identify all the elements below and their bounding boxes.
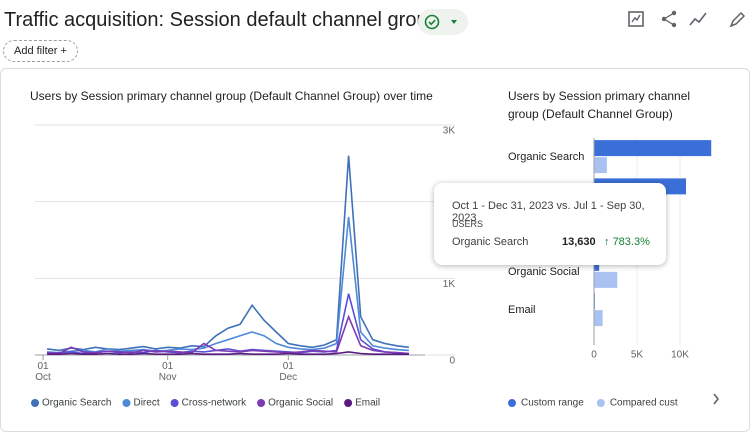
bar (594, 271, 618, 288)
legend-label: Organic Social (268, 398, 333, 409)
legend-label: Email (355, 398, 380, 409)
chart-title-line: group (Default Channel Group) (508, 107, 673, 121)
series-line (47, 293, 409, 355)
y-tick-label: 0 (449, 356, 455, 367)
chart-title: Users by Session primary channel group (… (30, 89, 433, 103)
toolbar-icons[interactable] (620, 4, 750, 34)
tooltip: Oct 1 - Dec 31, 2023 vs. Jul 1 - Sep 30,… (434, 183, 666, 265)
legend-next[interactable] (713, 393, 720, 405)
legend-label: Cross-network (182, 398, 247, 409)
x-tick-label: 5K (631, 350, 644, 361)
legend-dot (344, 399, 353, 407)
legend-dot (122, 399, 131, 407)
chart-title-line: Users by Session primary channel (508, 89, 690, 103)
legend-dot (31, 399, 39, 407)
page-title: Traffic acquisition: Session default cha… (4, 9, 439, 31)
legend-label: Organic Search (42, 398, 111, 409)
x-tick-label: 0 (591, 350, 597, 361)
legend-label: Direct (133, 398, 159, 409)
series-line (47, 155, 409, 352)
y-tick-label: 3K (443, 126, 456, 137)
tooltip-range: Oct 1 - Dec 31, 2023 vs. Jul 1 - Sep 30,… (452, 200, 645, 224)
chart-title: Users by Session primary channel group (D… (508, 89, 690, 121)
legend-dot (508, 399, 516, 407)
bar (594, 310, 603, 327)
status-chip[interactable] (418, 9, 468, 35)
x-tick-label-box: 01 Dec (279, 361, 298, 383)
add-filter-label: Add filter (14, 45, 58, 57)
category-label: Email (508, 304, 536, 316)
legend-dot (257, 399, 266, 407)
legend-dot (170, 399, 179, 407)
category-label: Organic Search (508, 151, 584, 163)
x-tick-label: 01 Nov (158, 361, 177, 383)
x-tick-label-box: 01 Nov (158, 361, 177, 383)
x-tick-label: 01 Dec (279, 361, 298, 383)
chip-icons (424, 14, 457, 30)
bar (594, 157, 607, 174)
series-line (47, 314, 409, 355)
legend-label: Compared cust (610, 398, 678, 409)
add-filter-button[interactable]: Add filter + (3, 40, 78, 62)
legend-dot (596, 399, 605, 407)
tooltip-change-value: 783.3% (612, 236, 650, 248)
x-tick-label: 10K (671, 350, 689, 361)
tooltip-value: 13,630 (562, 236, 596, 248)
y-tick-label: 1K (443, 279, 456, 290)
x-tick-label: 01 Oct (35, 361, 51, 383)
category-label: Organic Social (508, 266, 580, 278)
tooltip-change: ↑ 783.3% (604, 236, 650, 248)
x-tick-label-box: 01 Oct (35, 361, 51, 383)
bar (594, 140, 712, 157)
series-line (47, 216, 409, 354)
legend-label: Custom range (521, 398, 584, 409)
series-line (47, 351, 409, 355)
tooltip-channel: Organic Search (452, 236, 529, 248)
tooltip-metric: USERS (452, 219, 484, 229)
